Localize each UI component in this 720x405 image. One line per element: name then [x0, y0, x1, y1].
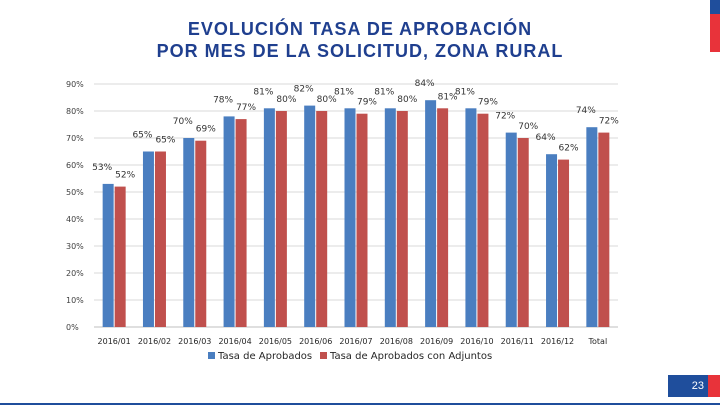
x-tick-label: 2016/08 — [380, 337, 413, 346]
x-tick-label: 2016/03 — [178, 337, 211, 346]
x-tick-label: 2016/01 — [98, 337, 131, 346]
x-tick-label: 2016/02 — [138, 337, 171, 346]
y-tick-label: 70% — [66, 134, 84, 143]
legend-swatch — [320, 352, 327, 359]
data-label: 72% — [599, 117, 619, 127]
data-label: 79% — [357, 98, 377, 108]
data-label: 69% — [196, 125, 216, 135]
bar-adjuntos — [437, 108, 449, 327]
data-label: 64% — [536, 133, 556, 143]
data-label: 74% — [576, 106, 596, 116]
data-label: 77% — [236, 103, 256, 113]
bar-adjuntos — [477, 113, 489, 327]
bar-aprobados — [384, 108, 396, 327]
x-tick-label: 2016/10 — [460, 337, 493, 346]
x-tick-label: 2016/12 — [541, 337, 574, 346]
legend-label: Tasa de Aprobados — [217, 351, 312, 362]
bar-adjuntos — [316, 111, 328, 327]
data-label: 52% — [115, 171, 135, 181]
x-tick-label: 2016/05 — [259, 337, 292, 346]
chart-title-line-2: POR MES DE LA SOLICITUD, ZONA RURAL — [156, 41, 564, 61]
data-labels: 53%52%65% 65%70%69%78%77%81%80%82%80%81%7… — [92, 79, 619, 180]
data-label: 70% — [173, 117, 193, 127]
data-label: 65% — [132, 131, 152, 141]
data-label: 80% — [317, 95, 337, 105]
x-tick-label: Total — [588, 337, 608, 346]
bar-aprobados — [102, 183, 114, 327]
bar-adjuntos — [356, 113, 368, 327]
bar-aprobados — [586, 127, 598, 327]
bar-aprobados — [304, 105, 316, 327]
bar-aprobados — [425, 100, 437, 327]
bar-adjuntos — [558, 159, 570, 327]
y-tick-label: 80% — [66, 107, 84, 116]
bar-adjuntos — [114, 186, 126, 327]
bar-aprobados — [223, 116, 235, 328]
data-label: 53% — [92, 163, 112, 173]
data-label: 81% — [438, 92, 458, 102]
legend-label: Tasa de Aprobados con Adjuntos — [329, 351, 492, 362]
x-tick-label: 2016/09 — [420, 337, 453, 346]
bar-adjuntos — [598, 132, 610, 327]
data-label: 80% — [276, 95, 296, 105]
y-tick-label: 30% — [66, 242, 84, 251]
x-tick-label: 2016/11 — [501, 337, 534, 346]
y-tick-label: 10% — [66, 296, 84, 305]
data-label: 79% — [478, 98, 498, 108]
chart-title-line-1: EVOLUCIÓN TASA DE APROBACIÓN — [187, 19, 533, 39]
data-label: 81% — [334, 87, 354, 97]
page-number-accent — [708, 375, 720, 397]
bar-adjuntos — [235, 119, 247, 327]
bar-adjuntos — [275, 111, 287, 327]
bar-adjuntos — [517, 138, 529, 327]
y-tick-label: 90% — [66, 80, 84, 89]
data-label: 72% — [495, 112, 515, 122]
data-label: 81% — [455, 87, 475, 97]
bar-aprobados — [465, 108, 477, 327]
bar-aprobados — [505, 132, 517, 327]
legend: Tasa de Aprobados Tasa de Aprobados con A… — [208, 351, 492, 362]
bar-aprobados — [263, 108, 275, 327]
x-tick-label: 2016/07 — [339, 337, 372, 346]
bars — [102, 100, 610, 328]
data-label: 62% — [559, 144, 579, 154]
brand-flag-corner — [710, 0, 720, 52]
data-label: 70% — [518, 122, 538, 132]
bar-aprobados — [546, 154, 558, 327]
x-tick-label: 2016/04 — [218, 337, 251, 346]
grid-lines — [94, 83, 618, 328]
y-tick-label: 40% — [66, 215, 84, 224]
x-tick-label: 2016/06 — [299, 337, 332, 346]
data-label: 65% — [155, 136, 175, 146]
bar-adjuntos — [195, 140, 207, 327]
y-tick-label: 20% — [66, 269, 84, 278]
page-number: 23 — [668, 375, 708, 397]
x-axis-ticks: 2016/01 2016/02 2016/03 2016/04 2016/05 2016/… — [98, 337, 608, 346]
bar-adjuntos — [396, 111, 408, 327]
bar-aprobados — [183, 138, 195, 327]
data-label: 80% — [397, 95, 417, 105]
data-label: 81% — [253, 87, 273, 97]
data-label: 84% — [415, 79, 435, 89]
y-tick-label: 0% — [66, 323, 79, 332]
y-axis-ticks: 0% 10% 20% 30% 40% 50% 60% 70% 80% 90% — [66, 80, 84, 332]
data-label: 78% — [213, 95, 233, 105]
legend-swatch — [208, 352, 215, 359]
y-tick-label: 60% — [66, 161, 84, 170]
data-label: 81% — [374, 87, 394, 97]
y-tick-label: 50% — [66, 188, 84, 197]
bar-adjuntos — [154, 151, 166, 327]
data-label: 82% — [294, 85, 314, 95]
bar-aprobados — [344, 108, 356, 327]
footer-bar — [0, 403, 720, 405]
bar-aprobados — [142, 151, 154, 327]
